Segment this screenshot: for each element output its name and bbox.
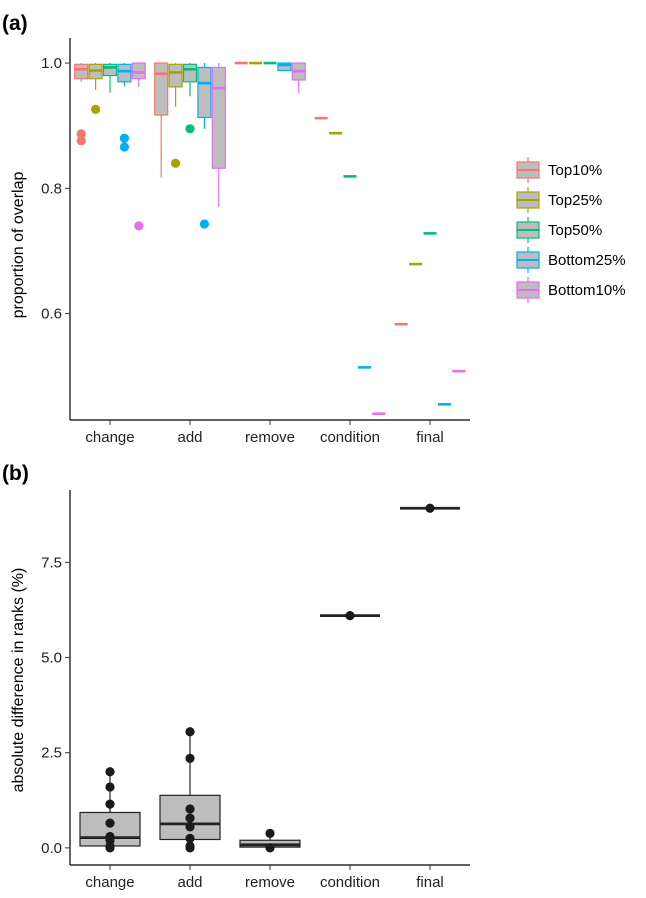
panel-b-plot: 0.0 2.5 5.0 7.5 change add remove condition fina… <box>41 490 470 891</box>
panel-a-x-tick-label-change: change <box>85 429 134 446</box>
data-point <box>105 843 115 853</box>
panel-b-y-tick-label: 2.5 <box>41 745 62 762</box>
panel-a-y-tick-label: 0.8 <box>41 180 62 197</box>
panel-b-y-tick-label: 7.5 <box>41 554 62 571</box>
panel-b-box-condition <box>320 611 380 621</box>
panel-a-y-axis-title: proportion of overlap <box>10 172 27 319</box>
panel-a-label: (a) <box>2 12 28 35</box>
panel-a-box-bottom10-change <box>131 62 146 231</box>
outlier-point <box>91 104 101 114</box>
data-point <box>185 753 195 764</box>
panel-a-box-top25-remove <box>249 61 263 65</box>
legend-item-top25: Top25% <box>516 187 602 213</box>
box <box>154 62 169 116</box>
outlier-point <box>119 133 129 143</box>
box <box>168 63 183 88</box>
panel-b-label: (b) <box>2 462 29 485</box>
legend-item-bottom10: Bottom10% <box>516 277 626 303</box>
panel-b-x-tick-label-remove: remove <box>245 874 295 891</box>
box <box>102 63 118 77</box>
outlier-point <box>199 219 209 229</box>
box <box>182 63 198 83</box>
legend: Top10% Top25% Top50% Bottom25% Bottom10% <box>516 157 626 303</box>
panel-a-x-tick-label-final: final <box>416 429 444 446</box>
data-point <box>105 818 115 828</box>
outlier-point <box>185 124 195 134</box>
data-point <box>185 727 195 737</box>
panel-a-box-top10-add <box>154 62 169 178</box>
panel-b-x-tick-label-add: add <box>177 874 202 891</box>
panel-a-x-tick-label-add: add <box>177 429 202 446</box>
panel-a-box-bottom25-add <box>197 63 212 229</box>
outlier-point <box>171 158 181 168</box>
legend-item-top50: Top50% <box>516 217 602 243</box>
panel-a-y-tick-label: 0.6 <box>41 306 62 323</box>
panel-a-box-bottom10-add <box>211 63 226 208</box>
box <box>74 63 89 80</box>
data-point <box>265 843 275 853</box>
legend-label: Top25% <box>548 192 602 209</box>
outlier-point <box>119 142 129 152</box>
panel-a-box-bottom25-remove <box>277 62 292 72</box>
data-point <box>425 503 435 513</box>
panel-b-box-add <box>159 727 221 853</box>
panel-a-box-bottom10-remove <box>291 62 306 94</box>
panel-a-box-top50-add <box>182 63 198 134</box>
legend-label: Top50% <box>548 222 602 239</box>
data-point <box>105 782 115 792</box>
panel-b-x-tick-label-condition: condition <box>320 874 380 891</box>
box <box>131 62 146 80</box>
panel-a-x-tick-label-remove: remove <box>245 429 295 446</box>
box <box>117 63 132 83</box>
panel-a-box-top25-add <box>168 63 183 168</box>
data-point <box>185 804 195 814</box>
outlier-point <box>76 129 86 139</box>
data-point <box>185 822 195 832</box>
data-point <box>185 813 195 823</box>
data-point <box>345 611 355 621</box>
legend-label: Bottom25% <box>548 252 626 269</box>
panel-b-y-axis-title: absolute difference in ranks (%) <box>10 568 27 793</box>
panel-b-x-tick-label-change: change <box>85 874 134 891</box>
data-point <box>185 843 195 853</box>
panel-b-box-remove <box>239 828 301 853</box>
data-point <box>105 767 115 777</box>
panel-a-plot: 0.6 0.8 1.0 change add remove condition final <box>41 38 470 446</box>
box <box>277 62 292 72</box>
panel-a-box-top25-change <box>88 63 103 114</box>
panel-a-x-tick-label-condition: condition <box>320 429 380 446</box>
box <box>211 66 226 169</box>
panel-a-box-top10-change <box>74 63 89 146</box>
panel-b-box-final <box>400 503 460 513</box>
data-point <box>185 833 195 843</box>
panel-b-y-tick-label: 5.0 <box>41 650 62 667</box>
panel-a-box-top50-change <box>102 63 118 93</box>
panel-b-y-tick-label: 0.0 <box>41 840 62 857</box>
legend-item-top10: Top10% <box>516 157 602 183</box>
legend-label: Top10% <box>548 162 602 179</box>
outlier-point <box>134 221 144 231</box>
panel-b-box-change <box>79 767 141 853</box>
outlier-point <box>76 136 86 146</box>
panel-a-y-tick-label: 1.0 <box>41 55 62 72</box>
box <box>197 66 212 119</box>
panel-a-box-bottom25-change <box>117 63 132 152</box>
legend-label: Bottom10% <box>548 282 626 299</box>
data-point <box>265 828 275 839</box>
data-point <box>105 799 115 809</box>
panel-b-x-tick-label-final: final <box>416 874 444 891</box>
panel-a-box-top50-remove <box>263 61 277 65</box>
legend-item-bottom25: Bottom25% <box>516 247 626 273</box>
